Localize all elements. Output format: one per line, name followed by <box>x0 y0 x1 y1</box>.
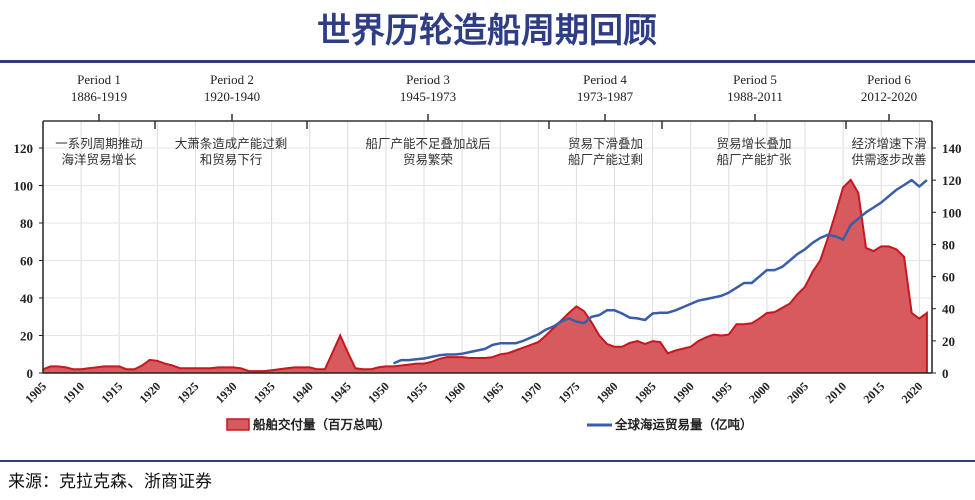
period-annotation: 贸易繁荣 <box>403 152 454 167</box>
x-tick-label: 1935 <box>251 379 278 406</box>
x-tick-label: 2005 <box>784 379 811 406</box>
y-tick-label: 20 <box>20 329 33 344</box>
period-years: 2012-2020 <box>861 89 917 104</box>
y2-tick-label: 40 <box>942 302 955 317</box>
x-tick-label: 1930 <box>213 379 240 406</box>
period-annotation: 一系列周期推动 <box>55 136 143 151</box>
period-name: Period 6 <box>867 72 911 87</box>
x-tick-label: 1945 <box>327 379 354 406</box>
period-name: Period 4 <box>583 72 627 87</box>
x-tick-label: 1905 <box>22 379 49 406</box>
y-tick-label: 0 <box>27 366 34 381</box>
deliveries-area <box>43 179 927 373</box>
period-name: Period 5 <box>733 72 777 87</box>
y2-tick-label: 100 <box>942 205 962 220</box>
x-tick-label: 2015 <box>860 379 887 406</box>
x-tick-label: 1965 <box>479 379 506 406</box>
y-tick-label: 120 <box>14 141 34 156</box>
period-annotation: 贸易下滑叠加 <box>568 136 643 151</box>
y2-tick-label: 80 <box>942 237 955 252</box>
x-tick-label: 2010 <box>822 379 849 406</box>
x-tick-label: 1980 <box>594 379 621 406</box>
period-annotation: 供需逐步改善 <box>851 152 926 167</box>
period-years: 1886-1919 <box>71 89 127 104</box>
x-tick-label: 1990 <box>670 379 697 406</box>
x-tick-label: 1960 <box>441 379 468 406</box>
period-years: 1945-1973 <box>400 89 456 104</box>
legend-label-deliveries: 船舶交付量（百万总吨） <box>253 417 391 432</box>
y-tick-label: 60 <box>20 254 33 269</box>
period-annotation: 和贸易下行 <box>200 152 263 167</box>
y2-tick-label: 20 <box>942 334 955 349</box>
y-tick-label: 100 <box>14 179 34 194</box>
plot-marks <box>42 178 928 374</box>
x-tick-label: 1970 <box>518 379 545 406</box>
period-years: 1988-2011 <box>727 89 783 104</box>
y2-tick-label: 140 <box>942 141 962 156</box>
x-tick-label: 1920 <box>137 379 164 406</box>
x-tick-label: 1910 <box>60 379 87 406</box>
x-tick-label: 2020 <box>899 379 926 406</box>
y2-tick-label: 120 <box>942 173 962 188</box>
period-name: Period 1 <box>77 72 121 87</box>
period-annotation: 船厂产能过剩 <box>568 152 643 167</box>
y-tick-label: 40 <box>20 291 33 306</box>
period-annotation: 大萧条造成产能过剩 <box>175 136 288 151</box>
y2-tick-label: 60 <box>942 270 955 285</box>
source-note: 来源：克拉克森、浙商证券 <box>8 472 212 492</box>
period-years: 1973-1987 <box>577 89 634 104</box>
x-tick-label: 2000 <box>746 379 773 406</box>
legend: 船舶交付量（百万总吨） 全球海运贸易量（亿吨） <box>226 417 753 432</box>
deliveries-outline <box>42 178 928 374</box>
legend-swatch-deliveries <box>226 418 250 431</box>
x-tick-label: 1975 <box>556 379 583 406</box>
x-tick-label: 1985 <box>632 379 659 406</box>
period-annotation: 船厂产能扩张 <box>716 152 792 167</box>
x-tick-label: 1950 <box>365 379 392 406</box>
chart-title: 世界历轮造船周期回顾 <box>317 11 657 51</box>
period-annotation: 船厂产能不足叠加战后 <box>365 136 490 151</box>
trade-line <box>393 178 928 365</box>
period-years: 1920-1940 <box>204 89 260 104</box>
period-name: Period 3 <box>406 72 450 87</box>
title-rule <box>0 60 975 63</box>
period-annotation: 贸易增长叠加 <box>716 136 791 151</box>
x-tick-label: 1995 <box>708 379 735 406</box>
x-tick-label: 1955 <box>403 379 430 406</box>
x-tick-label: 1940 <box>289 379 316 406</box>
legend-label-trade: 全球海运贸易量（亿吨） <box>614 417 753 432</box>
footer-rule <box>0 460 975 462</box>
x-tick-label: 1915 <box>98 379 125 406</box>
period-annotation: 经济增速下滑 <box>851 136 926 151</box>
period-annotation: 海洋贸易增长 <box>61 152 137 167</box>
period-name: Period 2 <box>210 72 254 87</box>
x-tick-label: 1925 <box>175 379 202 406</box>
y-tick-label: 80 <box>20 216 33 231</box>
y2-tick-label: 0 <box>942 366 949 381</box>
